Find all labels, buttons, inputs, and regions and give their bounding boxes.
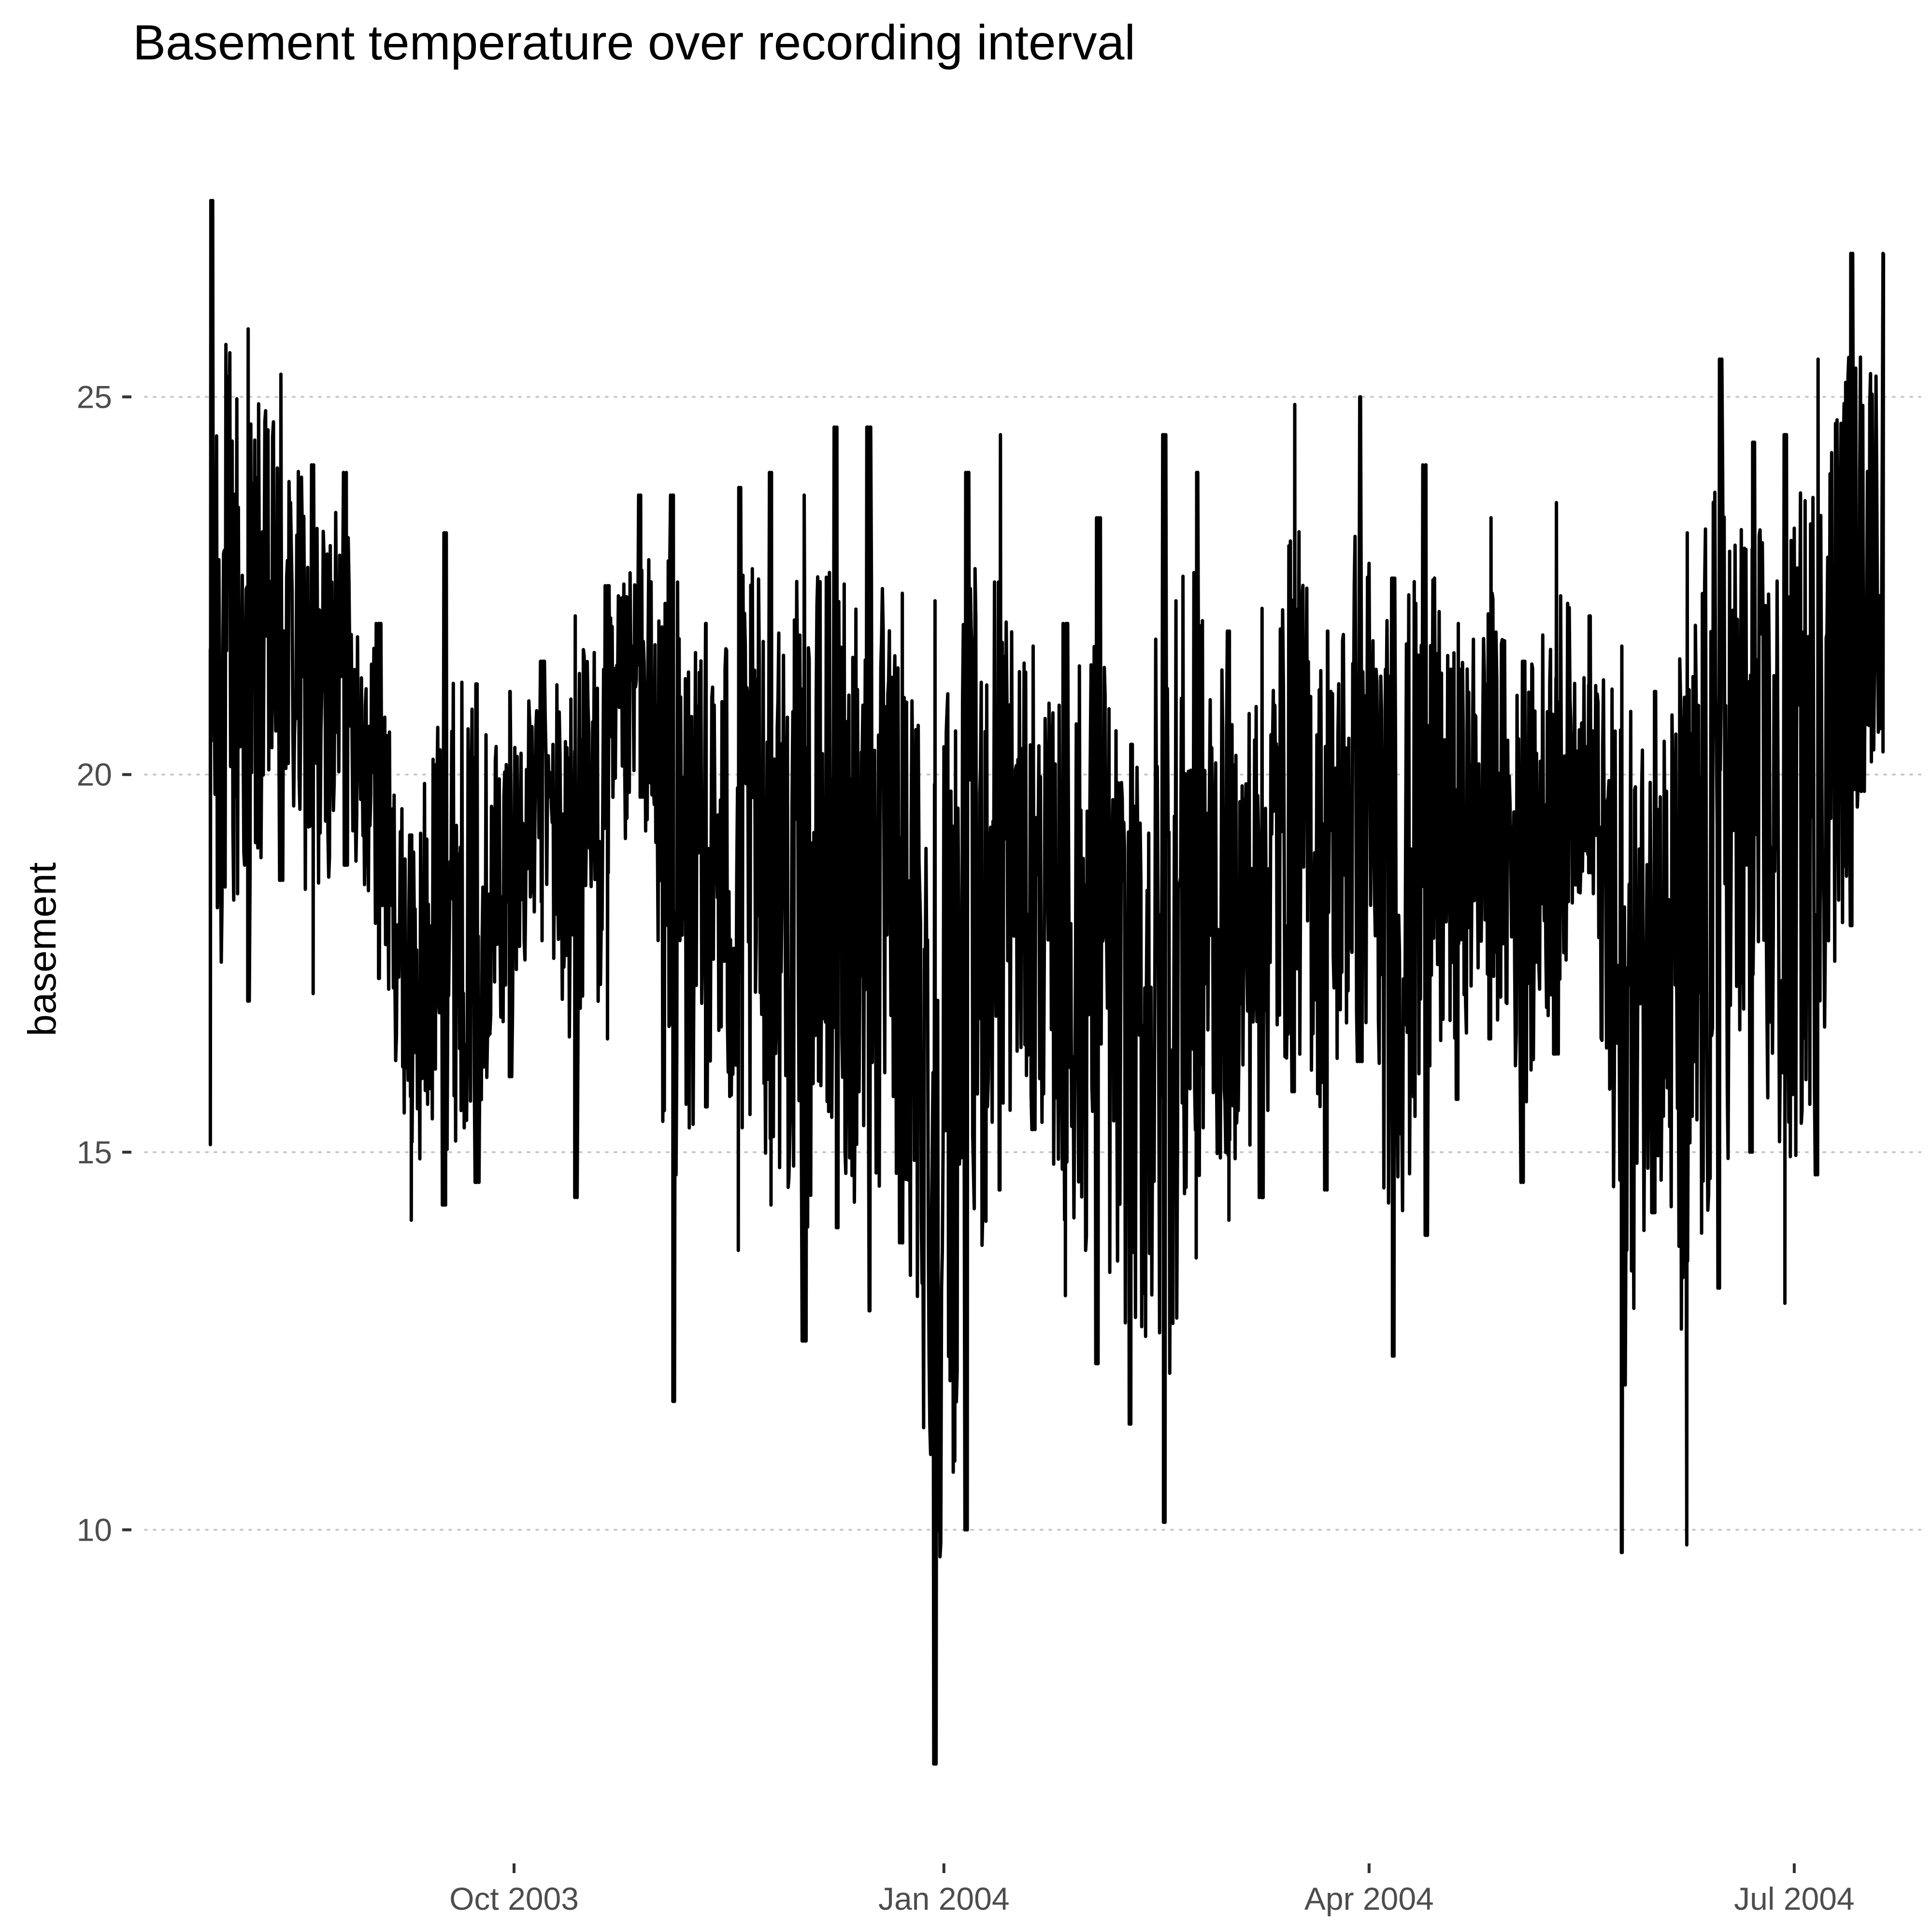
y-tick-label: 15 <box>77 1134 112 1170</box>
x-tick-label: Jul 2004 <box>1734 1881 1855 1917</box>
y-tick-label: 20 <box>77 757 112 792</box>
x-axis: Oct 2003 Jan 2004 Apr 2004 Jul 2004 <box>449 1863 1855 1917</box>
x-tick-label: Apr 2004 <box>1304 1881 1434 1917</box>
x-tick-label: Oct 2003 <box>449 1881 579 1917</box>
x-tick-label: Jan 2004 <box>878 1881 1010 1917</box>
y-axis-title: basement <box>20 862 64 1036</box>
y-tick-label: 25 <box>77 379 112 415</box>
chart-title: Basement temperature over recording inte… <box>133 15 1135 70</box>
series-line <box>208 199 1886 1766</box>
y-axis: 10 15 20 25 <box>77 379 131 1548</box>
y-tick-label: 10 <box>77 1512 112 1548</box>
plot-area <box>208 199 1886 1766</box>
